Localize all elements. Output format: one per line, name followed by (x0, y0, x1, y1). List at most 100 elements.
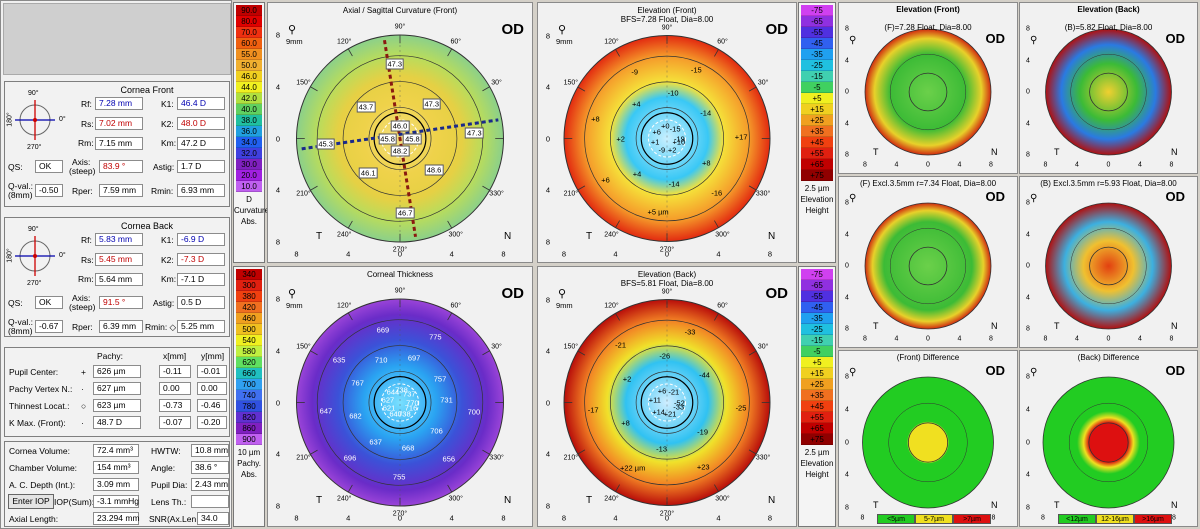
map-value-label: +21 (663, 409, 677, 419)
qval-sub-label: (8mm) (8, 326, 33, 336)
scale-cell: -25 (801, 324, 833, 335)
pupil-dia-label: Pupil Dia: (151, 480, 188, 490)
y-tick: 4 (1026, 120, 1030, 127)
map-value-label: +23 (696, 462, 710, 472)
grid-ring (888, 402, 968, 483)
y-tick: 8 (845, 325, 849, 333)
grid-ring (635, 107, 699, 170)
scale-cell: 70.0 (236, 27, 262, 38)
angle-tick (577, 350, 586, 356)
angle-tick (482, 449, 490, 455)
small-back-difference-map[interactable]: (Back) DifferenceOD⚲TN8404884048<12µm12-… (1019, 350, 1198, 527)
sb-svg (1045, 28, 1172, 156)
x-tick: 4 (1138, 161, 1142, 169)
zoom-icon: ⚲ (1030, 193, 1038, 204)
angle-label: 240° (604, 231, 619, 239)
grid-ring (1070, 227, 1147, 305)
angle-label: 330° (489, 454, 504, 462)
acd-value: 3.09 mm (93, 478, 139, 491)
map-value-label: +2 (616, 134, 625, 144)
enter-iop-button[interactable]: Enter IOP (8, 494, 54, 509)
grid-ring (368, 107, 432, 170)
acd-label: A. C. Depth (Int.): (9, 480, 76, 490)
scale-label-2: Abs. (240, 217, 257, 226)
y-tick: 8 (545, 31, 551, 40)
map-value-label: 738 (395, 385, 408, 395)
pupil-dashed (380, 383, 420, 422)
lens-label: Lens Th.: (151, 497, 187, 507)
rf-value: 5.83 mm (95, 233, 143, 246)
map-value-label: +8 (591, 114, 600, 124)
qs-value: OK (35, 296, 63, 309)
y-tick: 8 (545, 501, 551, 510)
scale-cell: 540 (236, 335, 262, 346)
sf-title: Elevation (Front) (896, 5, 960, 14)
axis-sub-label: (steep) (69, 166, 96, 176)
map-value-label: +4 (632, 169, 642, 179)
map-value-label: -14 (700, 108, 712, 118)
scale-cell: +5 (801, 93, 833, 104)
sfe-title: (F) Excl.3.5mm r=7.34 Float, Dia=8.00 (859, 179, 997, 188)
n-label: N (1171, 147, 1178, 157)
corneal-thickness-map[interactable]: Corneal Thickness OD ⚲ 9mm T N 90° 120° 60° 150° 3… (267, 266, 533, 527)
x-tick: 4 (1138, 335, 1142, 343)
angle-label: 60° (450, 38, 462, 46)
x-tick: 0 (1106, 335, 1111, 343)
scale-cell: 90.0 (236, 5, 262, 16)
cornea-back-group: Cornea Back 90° 270° 180° 0° Rf: 5.83 mm… (4, 217, 230, 337)
zoom-icon: ⚲ (849, 367, 857, 378)
small-front-difference-map[interactable]: (Front) DifferenceOD⚲TN8404884048<5µm5-7… (838, 350, 1018, 527)
snr-value: 34.0 (197, 512, 229, 525)
angle-label: 120° (604, 38, 619, 46)
pachy-value: 626 µm (93, 365, 141, 378)
small-back-excl-map[interactable]: (B) Excl.3.5mm r=5.93 Float, Dia=8.00 OD ⚲… (1019, 176, 1198, 348)
angle-label: 90° (394, 287, 406, 295)
pupil-ring-label: 9mm (286, 37, 303, 46)
k2-label: K2: (161, 119, 174, 129)
astig-value: 1.7 D (177, 160, 225, 173)
map-value-label: -21 (615, 340, 627, 350)
od-label: OD (985, 189, 1006, 204)
x-value: -0.73 (159, 399, 191, 412)
small-elevation-front-map[interactable]: Elevation (Front) (F)=7.28 Float, Dia=8.0… (838, 2, 1018, 174)
scale-cell: 860 (236, 423, 262, 434)
k1-value: 46.4 D (177, 97, 225, 110)
sbe-svg (1045, 202, 1172, 330)
scale-cell: 80.0 (236, 16, 262, 27)
elevation-back-map[interactable]: Elevation (Back) BFS=5.81 Float, Dia=8.00… (537, 266, 797, 527)
map-value-label: 767 (351, 378, 364, 388)
map-value-label: +8 (621, 418, 630, 428)
axial-curvature-map[interactable]: Axial / Sagittal Curvature (Front) OD ⚲ 9mm… (267, 2, 533, 263)
scale-cell: -15 (801, 335, 833, 346)
angle-label: 210° (296, 190, 311, 198)
y-tick: 4 (1026, 57, 1030, 64)
x-tick: 4 (346, 249, 351, 259)
hwtw-value: 10.8 mm (191, 444, 229, 457)
zoom-icon: ⚲ (849, 35, 857, 46)
x-tick: 4 (957, 161, 962, 169)
scale-cell: +15 (801, 368, 833, 379)
small-front-excl-map[interactable]: (F) Excl.3.5mm r=7.34 Float, Dia=8.00 OD ⚲… (838, 176, 1018, 348)
rs-label: Rs: (81, 255, 94, 265)
small-elevation-back-map[interactable]: Elevation (Back) (B)=5.82 Float, Dia=8.00… (1019, 2, 1198, 174)
ct-title: Corneal Thickness (366, 270, 434, 279)
sf-svg (864, 28, 992, 156)
axial-length-label: Axial Length: (9, 514, 59, 524)
dial-right-label: 0° (59, 252, 66, 259)
x-tick: 8 (1172, 514, 1176, 522)
x-tick: 0 (664, 513, 670, 523)
angle-label: 150° (563, 343, 579, 351)
map-value-label: -15 (690, 65, 702, 75)
map-value-label: +17 (734, 132, 748, 142)
map-value-label: 47.3 (465, 127, 484, 139)
astig-label: Astig: (153, 162, 175, 172)
chamber-volume-value: 154 mm³ (93, 461, 139, 474)
y-value: -0.20 (197, 416, 227, 429)
rm-label: Rm: (78, 138, 94, 148)
y-tick: 4 (1026, 231, 1030, 238)
scale-label: Curvature (234, 206, 270, 215)
pachy-row-symbol: + (81, 367, 86, 377)
angle-label: 120° (604, 302, 619, 310)
y-tick: 4 (845, 294, 849, 301)
elevation-front-map[interactable]: Elevation (Front) BFS=7.28 Float, Dia=8.0… (537, 2, 797, 263)
